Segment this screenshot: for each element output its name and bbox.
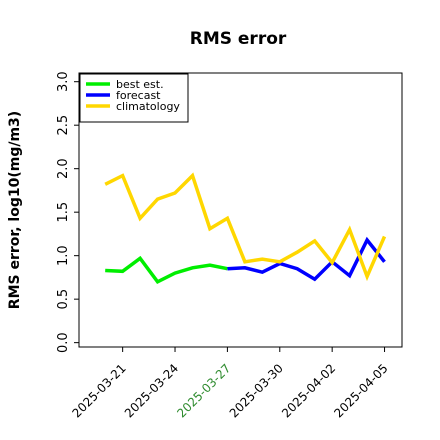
plot-frame [78,72,403,348]
series-line-2 [104,172,387,282]
x-axis: 2025-03-212025-03-242025-03-272025-03-30… [70,347,391,420]
x-tick-label: 2025-03-21 [70,361,129,420]
y-axis: 0.0 0.5 1.0 1.5 2.0 2.5 3.0 [56,71,79,353]
x-tick-label: 2025-04-05 [331,361,390,420]
series-line-0 [105,255,228,285]
y-tick-label: 1.0 [56,245,71,266]
y-tick-label: 2.5 [56,115,71,136]
y-tick-label: 3.0 [56,71,71,92]
x-tick-label: 2025-03-30 [227,361,286,420]
y-tick-label: 0.0 [56,332,71,353]
y-axis-label: RMS error, log10(mg/m3) [7,111,23,309]
legend-box [79,73,189,123]
series-layer [104,172,387,285]
y-tick-label: 0.5 [56,289,71,310]
chart-title: RMS error [190,29,287,49]
x-tick-label: 2025-03-24 [122,361,181,420]
legend-label: climatology [116,100,180,113]
x-tick-label: 2025-03-27 [174,361,233,420]
x-tick-label: 2025-04-02 [279,361,338,420]
legend-label: forecast [116,89,161,102]
y-tick-label: 1.5 [56,202,71,223]
legend-label: best est. [116,78,164,91]
y-tick-label: 2.0 [56,158,71,179]
